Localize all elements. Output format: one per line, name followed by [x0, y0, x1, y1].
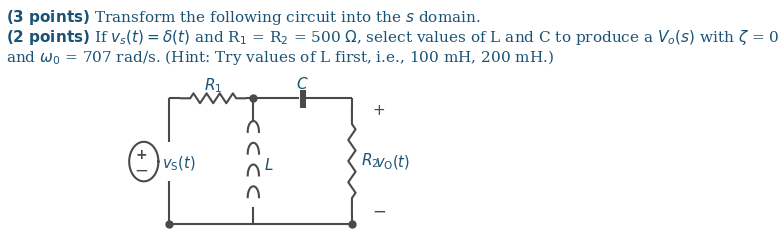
- Text: $\mathbf{(3\ points)}$ Transform the following circuit into the $s$ domain.: $\mathbf{(3\ points)}$ Transform the fol…: [5, 8, 480, 27]
- Text: $C$: $C$: [296, 76, 309, 92]
- Text: $\mathbf{(2\ points)}$ If $v_s(t) = \delta(t)$ and R$_1$ = R$_2$ = 500 $\Omega$,: $\mathbf{(2\ points)}$ If $v_s(t) = \del…: [5, 28, 780, 47]
- Text: $v_\mathrm{S}(t)$: $v_\mathrm{S}(t)$: [162, 154, 196, 173]
- Text: $R_2$: $R_2$: [361, 152, 380, 170]
- Text: −: −: [372, 203, 386, 221]
- Text: +: +: [372, 103, 385, 118]
- Text: $v_\mathrm{O}(t)$: $v_\mathrm{O}(t)$: [374, 154, 410, 172]
- Text: and $\omega_0$ = 707 rad/s. (Hint: Try values of L first, i.e., 100 mH, 200 mH.): and $\omega_0$ = 707 rad/s. (Hint: Try v…: [5, 48, 554, 67]
- Text: +: +: [136, 148, 147, 162]
- Text: −: −: [135, 162, 148, 180]
- Text: $R_1$: $R_1$: [204, 76, 222, 95]
- Text: $L$: $L$: [264, 157, 273, 173]
